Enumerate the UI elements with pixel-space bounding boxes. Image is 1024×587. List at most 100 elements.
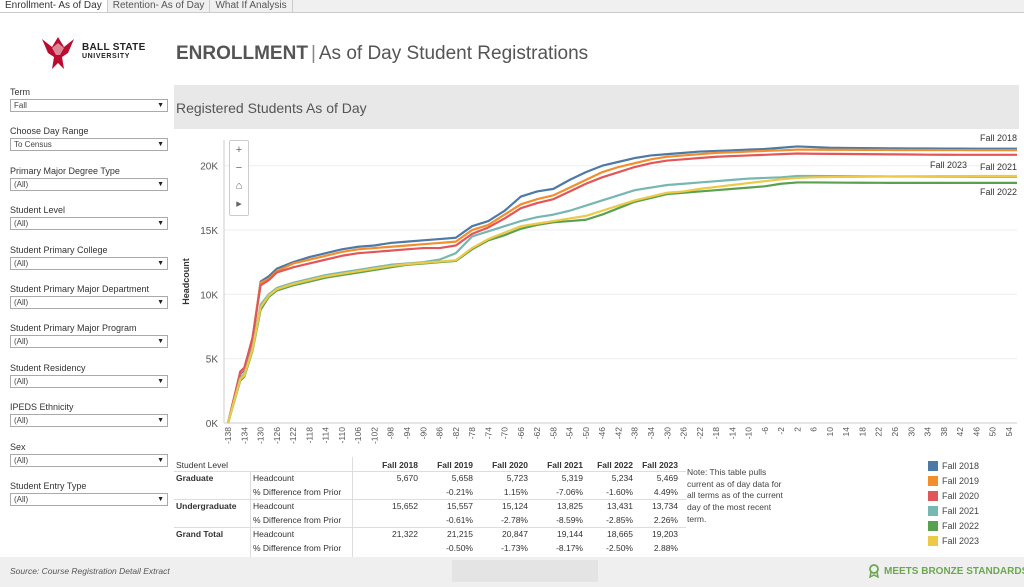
zoom-in-icon[interactable]: + [235, 144, 243, 156]
filter-value: (All) [14, 179, 29, 189]
x-tick-label: -138 [223, 427, 233, 444]
table-cell: 18,665 [607, 529, 633, 539]
legend-item[interactable]: Fall 2021 [928, 505, 979, 517]
zoom-out-icon[interactable]: − [235, 162, 243, 174]
filter-label: Student Primary Major Program [10, 323, 137, 334]
filter-label: Student Primary College [10, 244, 108, 255]
x-tick-label: -22 [695, 427, 705, 440]
ribbon-icon [869, 564, 879, 578]
x-tick-label: -118 [304, 427, 314, 444]
x-tick-label: -34 [646, 427, 656, 440]
dropdown-arrow-icon: ▼ [157, 180, 164, 188]
x-tick-label: -106 [353, 427, 363, 444]
dropdown-arrow-icon: ▼ [157, 456, 164, 464]
x-tick-label: 6 [809, 427, 819, 432]
filter-value: (All) [14, 298, 29, 307]
x-tick-label: -26 [679, 427, 689, 440]
legend-item[interactable]: Fall 2023 [928, 535, 979, 547]
table-cell: 2.26% [653, 515, 678, 525]
legend-label: Fall 2022 [942, 521, 980, 531]
dropdown-arrow-icon: ▼ [157, 338, 164, 346]
series-line-fall-2023 [227, 174, 1017, 424]
filter-label: Student Level [10, 205, 66, 216]
tab-what-if[interactable]: What If Analysis [210, 0, 293, 12]
table-cell: 5,723 [506, 473, 528, 483]
table-metric-label: Headcount [253, 529, 295, 539]
table-cell: 4.49% [653, 487, 678, 497]
bronze-standard-badge: MEETS BRONZE STANDARDS [868, 564, 1024, 578]
legend-item[interactable]: Fall 2018 [928, 460, 979, 472]
filter-dropdown[interactable]: (All) ▼ [10, 296, 168, 309]
table-metric-label: % Difference from Prior [253, 487, 342, 497]
filter-dropdown[interactable]: (All) ▼ [10, 493, 168, 506]
table-header-year: Fall 2022 [597, 460, 633, 470]
title-bold: ENROLLMENT [176, 43, 308, 64]
table-metric-label: % Difference from Prior [253, 543, 342, 553]
table-cell: 1.15% [503, 487, 528, 497]
filter-dropdown[interactable]: Fall ▼ [10, 99, 168, 112]
filter-7: Student Residency (All) ▼ [10, 362, 168, 388]
filter-dropdown[interactable]: (All) ▼ [10, 217, 168, 231]
filter-label: Student Residency [10, 362, 86, 373]
filter-dropdown[interactable]: (All) ▼ [10, 414, 168, 428]
x-tick-label: 46 [971, 427, 981, 437]
home-icon[interactable]: ⌂ [235, 180, 243, 192]
tab-bar: Enrollment- As of Day Retention- As of D… [0, 0, 1024, 13]
filter-dropdown[interactable]: (All) ▼ [10, 453, 168, 467]
x-tick-label: -134 [239, 427, 249, 444]
filter-9: Sex (All) ▼ [10, 441, 168, 467]
page-title: ENROLLMENT | As of Day Student Registratio… [176, 43, 588, 65]
filter-value: To Census [14, 140, 52, 150]
table-cell: -0.50% [446, 543, 473, 553]
table-header-year: Fall 2023 [642, 460, 678, 470]
zoom-controls: + − ⌂ ▸ [229, 140, 249, 216]
tab-enrollment[interactable]: Enrollment- As of Day [0, 0, 108, 12]
x-tick-label: -6 [760, 427, 770, 435]
filter-label: IPEDS Ethnicity [10, 402, 74, 413]
filter-6: Student Primary Major Program (All) ▼ [10, 322, 168, 349]
table-cell: 15,557 [447, 501, 473, 511]
x-tick-label: -114 [321, 427, 331, 444]
table-header-year: Fall 2021 [547, 460, 583, 470]
x-tick-label: -30 [662, 427, 672, 440]
table-cell: 13,825 [557, 501, 583, 511]
y-tick-label: 0K [206, 419, 219, 430]
tab-retention[interactable]: Retention- As of Day [108, 0, 211, 12]
table-cell: 5,234 [611, 473, 633, 483]
filter-value: (All) [14, 455, 29, 465]
title-rest: As of Day Student Registrations [318, 43, 589, 64]
filter-dropdown[interactable]: (All) ▼ [10, 256, 168, 270]
legend-item[interactable]: Fall 2019 [928, 475, 979, 487]
legend-item[interactable]: Fall 2020 [928, 490, 979, 502]
legend-swatch [928, 506, 938, 516]
filter-4: Student Primary College (All) ▼ [10, 244, 168, 270]
filter-label: Choose Day Range [10, 126, 89, 137]
filter-dropdown[interactable]: To Census ▼ [10, 138, 168, 152]
filter-value: (All) [14, 337, 29, 347]
x-tick-label: 34 [923, 427, 933, 437]
table-cell: 5,670 [396, 473, 418, 483]
filter-0: Term Fall ▼ [10, 86, 168, 112]
x-tick-label: 38 [939, 427, 949, 437]
filter-3: Student Level (All) ▼ [10, 204, 168, 231]
x-tick-label: 26 [890, 427, 900, 437]
summary-table: Student Level Fall 2018 Fall 2019 Fall 2020… [174, 457, 686, 557]
table-cell: -0.61% [446, 515, 473, 525]
filter-value: (All) [14, 416, 29, 426]
chart-header-band [174, 85, 1019, 129]
pan-arrow-icon[interactable]: ▸ [236, 198, 242, 210]
filter-dropdown[interactable]: (All) ▼ [10, 335, 168, 349]
table-header-year: Fall 2019 [437, 460, 473, 470]
filter-value: (All) [14, 376, 29, 386]
filter-label: Student Primary Major Department [10, 284, 150, 294]
filter-1: Choose Day Range To Census ▼ [10, 125, 168, 152]
filter-5: Student Primary Major Department (All) ▼ [10, 283, 168, 309]
x-tick-label: -86 [435, 427, 445, 440]
legend-item[interactable]: Fall 2022 [928, 520, 979, 532]
filter-dropdown[interactable]: (All) ▼ [10, 177, 168, 191]
x-tick-label: -66 [516, 427, 526, 440]
table-cell: -2.50% [606, 543, 633, 553]
filter-dropdown[interactable]: (All) ▼ [10, 374, 168, 388]
x-tick-label: -2 [776, 427, 786, 435]
x-tick-label: 22 [874, 427, 884, 437]
